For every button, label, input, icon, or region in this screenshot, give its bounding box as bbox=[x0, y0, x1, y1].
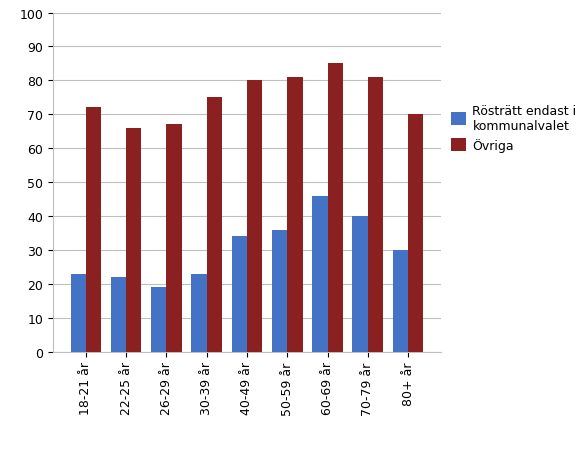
Bar bbox=[247, 81, 262, 352]
Bar bbox=[151, 288, 166, 352]
Bar bbox=[126, 129, 142, 352]
Bar bbox=[207, 98, 222, 352]
Bar bbox=[111, 277, 126, 352]
Bar bbox=[408, 115, 423, 352]
Bar bbox=[393, 250, 408, 352]
Bar bbox=[86, 108, 101, 352]
Bar bbox=[232, 237, 247, 352]
Bar bbox=[287, 78, 303, 352]
Bar bbox=[368, 78, 383, 352]
Bar bbox=[328, 64, 343, 352]
Bar bbox=[312, 196, 328, 352]
Bar bbox=[352, 216, 368, 352]
Legend: Rösträtt endast i
kommunalvalet, Övriga: Rösträtt endast i kommunalvalet, Övriga bbox=[451, 104, 576, 152]
Bar bbox=[272, 230, 287, 352]
Bar bbox=[191, 274, 207, 352]
Bar bbox=[166, 125, 182, 352]
Bar bbox=[71, 274, 86, 352]
